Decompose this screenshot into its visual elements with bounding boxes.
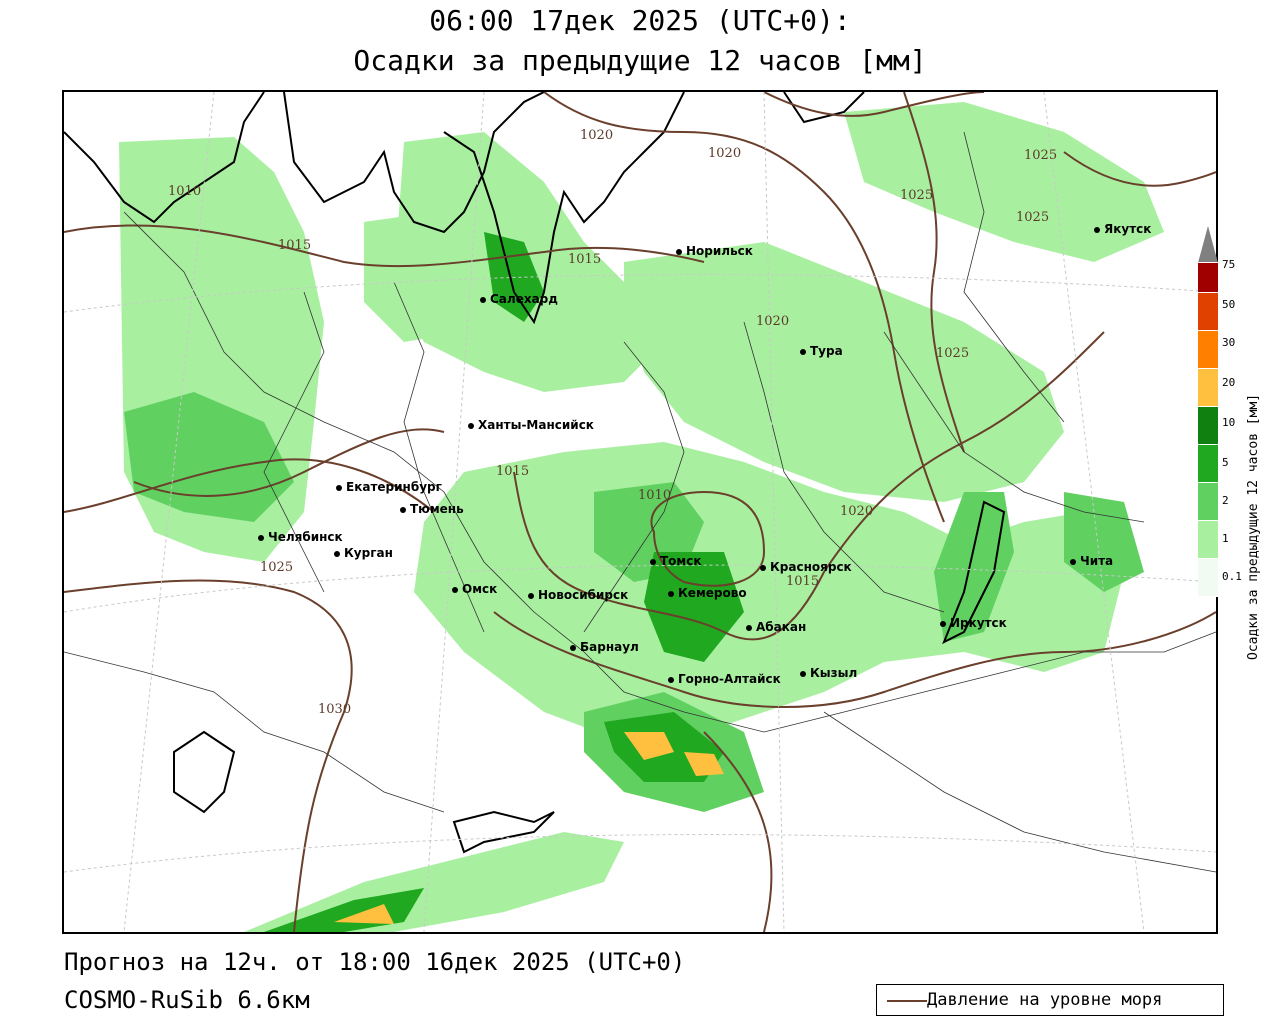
map-graphic bbox=[64, 92, 1216, 932]
city-marker: Якутск bbox=[1094, 222, 1151, 236]
isobar-label: 1015 bbox=[568, 252, 602, 267]
isobar-label: 1030 bbox=[318, 702, 352, 717]
isobar-label: 1025 bbox=[900, 188, 934, 203]
colorbar-segment bbox=[1198, 292, 1218, 331]
colorbar-segment bbox=[1198, 262, 1218, 293]
isobar-label: 1025 bbox=[936, 346, 970, 361]
colorbar-tick: 0.1 bbox=[1222, 570, 1242, 583]
city-marker: Чита bbox=[1070, 554, 1113, 568]
model-name: COSMO-RuSib 6.6км bbox=[64, 986, 310, 1014]
isobars bbox=[64, 92, 1216, 932]
colorbar-tick: 1 bbox=[1222, 532, 1229, 545]
precipitation-colorbar bbox=[1198, 226, 1218, 597]
city-marker: Барнаул bbox=[570, 640, 639, 654]
isobar-label: 1015 bbox=[278, 238, 312, 253]
isobar-label: 1015 bbox=[496, 464, 530, 479]
isobar-label: 1010 bbox=[638, 488, 672, 503]
isobar-label: 1025 bbox=[260, 560, 294, 575]
city-marker: Челябинск bbox=[258, 530, 343, 544]
city-marker: Кемерово bbox=[668, 586, 747, 600]
colorbar-tick: 20 bbox=[1222, 376, 1236, 389]
city-marker: Норильск bbox=[676, 244, 753, 258]
colorbar-tick: 2 bbox=[1222, 494, 1229, 507]
colorbar-label: Осадки за предыдущие 12 часов [мм] bbox=[1246, 393, 1261, 660]
isobar-legend: Давление на уровне моря bbox=[876, 984, 1224, 1016]
forecast-info: Прогноз на 12ч. от 18:00 16дек 2025 (UTC… bbox=[64, 948, 686, 976]
city-marker: Екатеринбург bbox=[336, 480, 442, 494]
city-marker: Курган bbox=[334, 546, 393, 560]
precipitation-fill bbox=[119, 102, 1164, 932]
colorbar-tick: 50 bbox=[1222, 298, 1236, 311]
isobar-label: 1015 bbox=[786, 574, 820, 589]
colorbar-segment bbox=[1198, 558, 1218, 597]
colorbar-tick: 75 bbox=[1222, 258, 1236, 271]
city-marker: Красноярск bbox=[760, 560, 852, 574]
city-marker: Ханты-Мансийск bbox=[468, 418, 594, 432]
map-title: 06:00 17дек 2025 (UTC+0): bbox=[429, 4, 851, 37]
isobar-label: 1020 bbox=[840, 504, 874, 519]
city-marker: Томск bbox=[650, 554, 702, 568]
city-marker: Кызыл bbox=[800, 666, 857, 680]
colorbar-segment bbox=[1198, 368, 1218, 407]
colorbar-segment bbox=[1198, 226, 1218, 263]
colorbar-tick: 10 bbox=[1222, 416, 1236, 429]
city-marker: Горно-Алтайск bbox=[668, 672, 781, 686]
isobar-label: 1010 bbox=[168, 184, 202, 199]
city-marker: Омск bbox=[452, 582, 497, 596]
graticule bbox=[64, 92, 1216, 932]
isobar-label: 1020 bbox=[580, 128, 614, 143]
isobar-legend-line bbox=[887, 1000, 927, 1002]
city-marker: Тюмень bbox=[400, 502, 464, 516]
city-marker: Новосибирск bbox=[528, 588, 628, 602]
colorbar-segment bbox=[1198, 482, 1218, 521]
isobar-legend-label: Давление на уровне моря bbox=[927, 990, 1163, 1010]
isobar-label: 1025 bbox=[1016, 210, 1050, 225]
isobar-label: 1025 bbox=[1024, 148, 1058, 163]
precipitation-map: 1020 1020 1025 1010 1015 1015 1025 1025 … bbox=[62, 90, 1218, 934]
city-marker: Салехард bbox=[480, 292, 558, 306]
city-marker: Иркутск bbox=[940, 616, 1007, 630]
colorbar-segment bbox=[1198, 330, 1218, 369]
colorbar-tick: 30 bbox=[1222, 336, 1236, 349]
colorbar-segment bbox=[1198, 520, 1218, 559]
city-marker: Абакан bbox=[746, 620, 806, 634]
isobar-label: 1020 bbox=[756, 314, 790, 329]
colorbar-segment bbox=[1198, 444, 1218, 483]
coastlines bbox=[64, 92, 1006, 854]
colorbar-segment bbox=[1198, 406, 1218, 445]
map-subtitle: Осадки за предыдущие 12 часов [мм] bbox=[353, 44, 927, 77]
city-marker: Тура bbox=[800, 344, 843, 358]
isobar-label: 1020 bbox=[708, 146, 742, 161]
region-borders bbox=[64, 131, 1216, 873]
colorbar-tick: 5 bbox=[1222, 456, 1229, 469]
